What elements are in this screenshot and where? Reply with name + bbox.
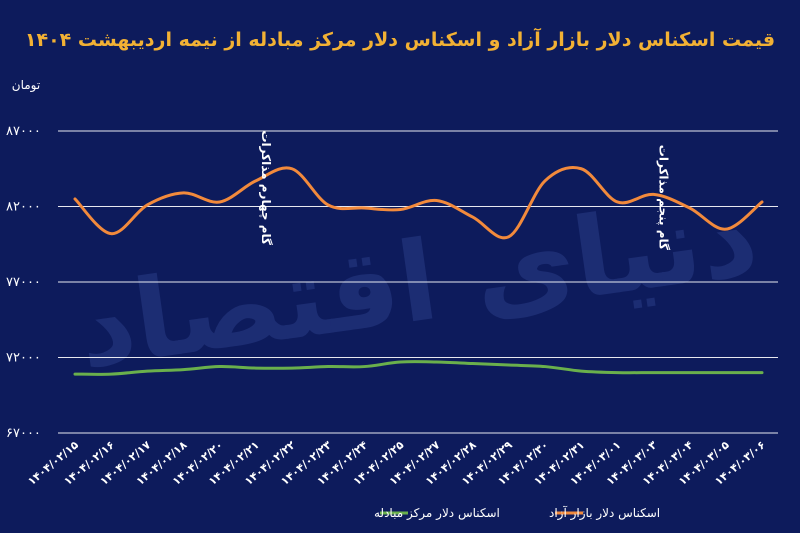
legend-label: اسکناس دلار مرکز مبادله xyxy=(374,506,500,521)
annotations: گام چهارم مذاکرات گام پنجم مذاکرات xyxy=(258,130,671,250)
x-tick-labels: ۱۴۰۴/۰۲/۱۵۱۴۰۴/۰۲/۱۶۱۴۰۴/۰۲/۱۷۱۴۰۴/۰۲/۱۸… xyxy=(25,438,768,488)
series-lines xyxy=(73,166,764,376)
annotation-label: گام پنجم مذاکرات xyxy=(656,145,671,250)
legend-label: اسکناس دلار بازار آزاد xyxy=(549,505,660,521)
y-axis-unit: تومان xyxy=(12,78,40,93)
legend: اسکناس دلار بازار آزاد اسکناس دلار مرکز م… xyxy=(374,505,660,521)
y-tick-labels: ۶۷۰۰۰ ۷۲۰۰۰ ۷۷۰۰۰ ۸۲۰۰۰ ۸۷۰۰۰ xyxy=(6,124,41,441)
series-line-2 xyxy=(73,360,764,376)
y-tick-label: ۸۲۰۰۰ xyxy=(6,200,41,215)
annotation-label: گام چهارم مذاکرات xyxy=(258,130,273,245)
y-tick-label: ۶۷۰۰۰ xyxy=(6,426,41,441)
gridlines xyxy=(58,130,778,434)
series-line-1 xyxy=(73,166,764,240)
chart-title: قیمت اسکناس دلار بازار آزاد و اسکناس دلا… xyxy=(25,27,775,51)
y-tick-label: ۸۷۰۰۰ xyxy=(6,124,41,139)
y-tick-label: ۷۲۰۰۰ xyxy=(6,351,41,366)
y-tick-label: ۷۷۰۰۰ xyxy=(6,275,41,290)
